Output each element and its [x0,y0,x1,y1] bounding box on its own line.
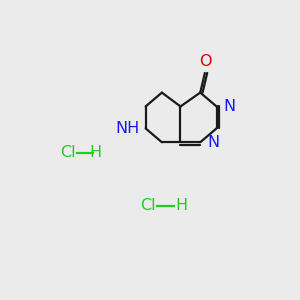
Text: N: N [224,99,236,114]
Text: O: O [199,55,211,70]
Text: Cl: Cl [60,145,76,160]
Text: NH: NH [116,121,140,136]
Text: N: N [207,135,219,150]
Text: Cl: Cl [140,198,156,213]
Text: H: H [176,198,188,213]
Text: H: H [90,145,102,160]
